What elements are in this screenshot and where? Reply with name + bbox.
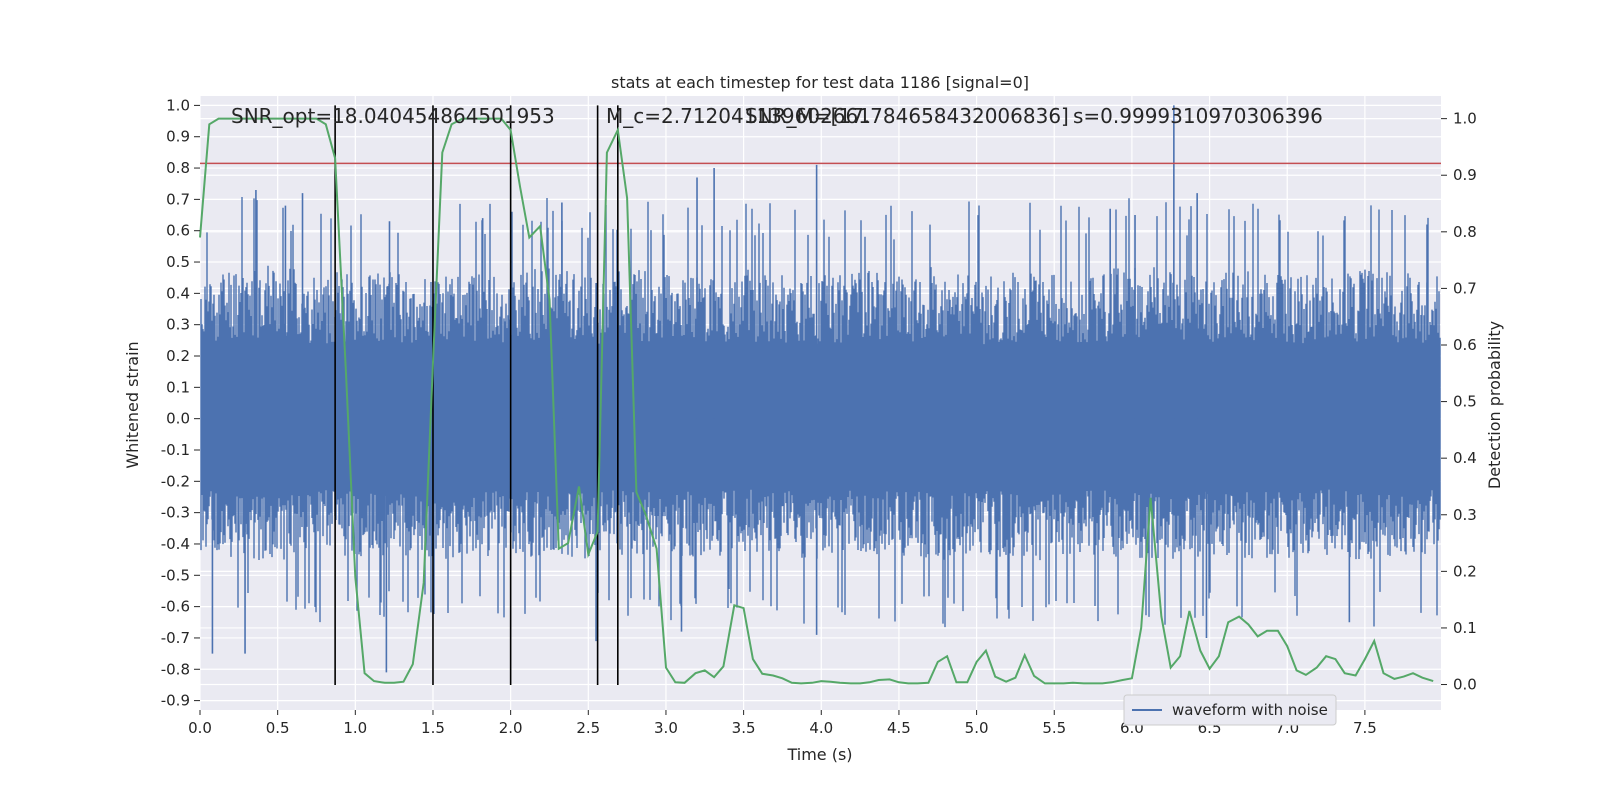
x-tick-label: 0.5 bbox=[266, 719, 290, 737]
axes: 0.0 0.5 1.0 1.5 2.0 2.5 3.0 3.5 4.0 4.5 5.0 5.5 6.0 6… bbox=[161, 96, 1477, 737]
x-tick-label: 3.0 bbox=[654, 719, 678, 737]
strain-trace bbox=[200, 197, 1441, 628]
y-tick-label: -0.2 bbox=[161, 472, 190, 490]
y-tick-label: -0.1 bbox=[161, 441, 190, 459]
x-tick-label: 7.5 bbox=[1353, 719, 1377, 737]
y-tick-label: 0.1 bbox=[166, 378, 190, 396]
y-right-tick-label: 0.6 bbox=[1453, 336, 1477, 354]
annotation-snr-opt: SNR_opt=18.040454864501953 bbox=[231, 104, 555, 128]
y-tick-label: 0.7 bbox=[166, 190, 190, 208]
overlay-lines bbox=[200, 105, 1441, 685]
y-right-tick-label: 0.9 bbox=[1453, 166, 1477, 184]
y-right-tick-label: 0.8 bbox=[1453, 223, 1477, 241]
x-tick-label: 1.5 bbox=[421, 719, 445, 737]
x-tick-label: 2.0 bbox=[499, 719, 523, 737]
probability-series bbox=[199, 117, 1434, 685]
y-tick-label: 0.8 bbox=[166, 159, 190, 177]
x-tick-label: 5.0 bbox=[965, 719, 989, 737]
y-tick-label: -0.8 bbox=[161, 660, 190, 678]
y-tick-label: 0.5 bbox=[166, 253, 190, 271]
legend-box bbox=[1123, 694, 1337, 726]
y-tick-label: -0.6 bbox=[161, 598, 190, 616]
annotation-s: s=0.9999310970306396 bbox=[1073, 104, 1323, 128]
y-tick-label: -0.7 bbox=[161, 629, 190, 647]
probability-line bbox=[199, 117, 1434, 685]
y-right-tick-label: 0.7 bbox=[1453, 279, 1477, 297]
strain-series bbox=[200, 105, 1441, 673]
x-tick-label: 4.5 bbox=[887, 719, 911, 737]
y-right-tick-label: 0.1 bbox=[1453, 619, 1477, 637]
y-right-tick-label: 0.4 bbox=[1453, 449, 1477, 467]
y-right-tick-label: 0.0 bbox=[1453, 676, 1477, 694]
x-tick-label: 3.5 bbox=[732, 719, 756, 737]
y-tick-label: 1.0 bbox=[166, 96, 190, 114]
y-tick-label: 0.0 bbox=[166, 410, 190, 428]
y-tick-label: -0.4 bbox=[161, 535, 190, 553]
x-tick-label: 1.0 bbox=[343, 719, 367, 737]
y-right-tick-label: 1.0 bbox=[1453, 110, 1477, 128]
x-tick-label: 0.0 bbox=[188, 719, 212, 737]
x-tick-label: 5.5 bbox=[1042, 719, 1066, 737]
y-tick-label: 0.4 bbox=[166, 284, 190, 302]
annotation-chirp-mass: M_c=2.712041139602661 bbox=[606, 104, 871, 128]
y-right-tick-label: 0.2 bbox=[1453, 562, 1477, 580]
y-tick-label: -0.9 bbox=[161, 692, 190, 710]
y-tick-label: 0.6 bbox=[166, 222, 190, 240]
legend-label: waveform with noise bbox=[1172, 701, 1328, 719]
y-tick-label: 0.3 bbox=[166, 316, 190, 334]
chart-title: stats at each timestep for test data 118… bbox=[611, 73, 1029, 92]
y-tick-label: -0.3 bbox=[161, 504, 190, 522]
annotation-snr-m: SNR_M=[17.784658432006836] bbox=[745, 104, 1069, 128]
y-right-axis-label: Detection probability bbox=[1485, 321, 1504, 489]
y-right-tick-label: 0.5 bbox=[1453, 393, 1477, 411]
x-axis-label: Time (s) bbox=[786, 745, 852, 764]
y-right-tick-label: 0.3 bbox=[1453, 506, 1477, 524]
y-axis-label: Whitened strain bbox=[123, 341, 142, 468]
x-tick-label: 2.5 bbox=[576, 719, 600, 737]
y-tick-label: -0.5 bbox=[161, 566, 190, 584]
y-tick-label: 0.9 bbox=[166, 128, 190, 146]
x-tick-label: 4.0 bbox=[809, 719, 833, 737]
y-tick-label: 0.2 bbox=[166, 347, 190, 365]
legend: waveform with noise bbox=[1123, 694, 1337, 726]
